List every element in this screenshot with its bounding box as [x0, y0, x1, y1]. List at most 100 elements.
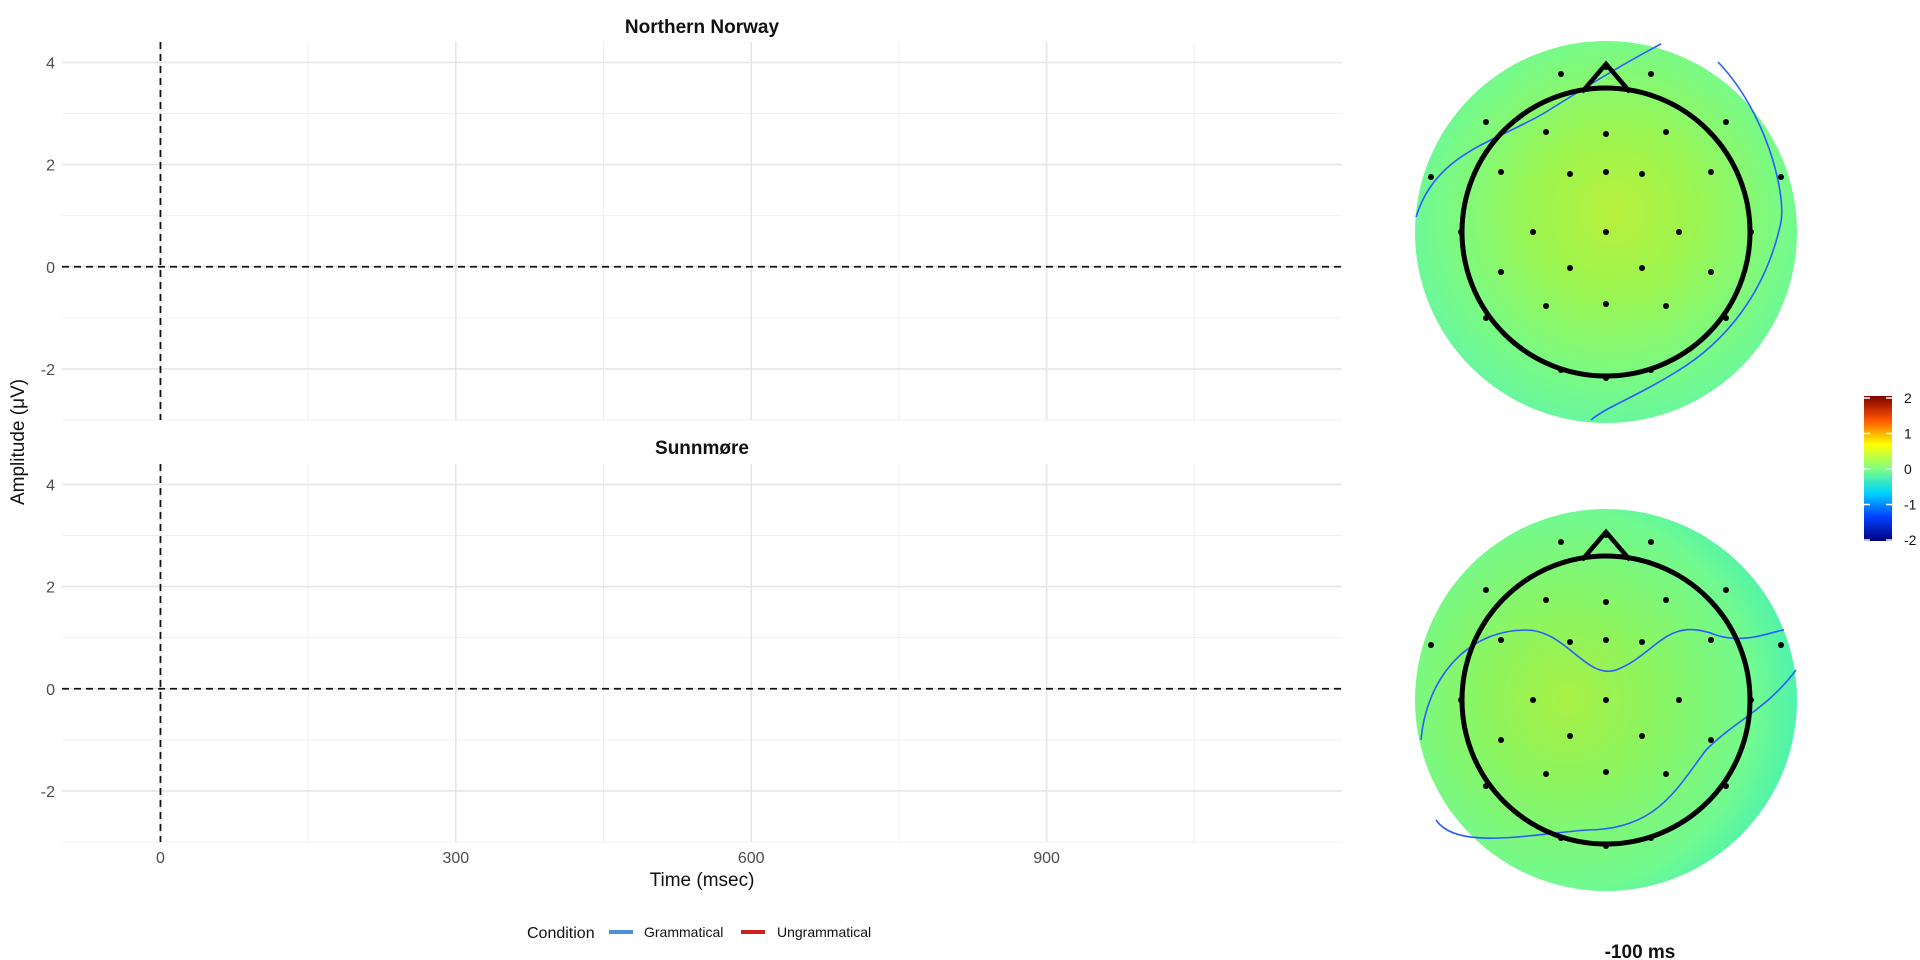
x-tick-labels: 0 300 600 900: [156, 850, 1060, 867]
colorbar: 2 1 0 -1 -2: [1864, 390, 1917, 548]
panel-title: Sunnmøre: [655, 438, 749, 459]
electrode-dot: [1530, 697, 1536, 703]
electrode-dot: [1603, 375, 1609, 381]
legend-label-grammatical: Grammatical: [644, 924, 723, 940]
electrode-dot: [1648, 71, 1654, 77]
y-tick-labels: -2 0 2 4: [41, 477, 55, 800]
contour-line: [1415, 43, 1662, 218]
panel-grid: [62, 42, 1342, 421]
contour-line: [1590, 61, 1783, 421]
y-tick-label: 0: [46, 682, 55, 699]
electrode-dot: [1663, 771, 1669, 777]
electrode-dot: [1648, 367, 1654, 373]
topomap-northern-norway: [1415, 41, 1797, 423]
panel-grid: [62, 464, 1342, 843]
colorbar-tick-label: -1: [1904, 497, 1917, 513]
electrode-dot: [1639, 171, 1645, 177]
electrode-dot: [1648, 835, 1654, 841]
electrode-dot: [1708, 737, 1714, 743]
contour-line: [1420, 628, 1785, 741]
legend-title: Condition: [527, 925, 595, 942]
electrode-dot: [1530, 229, 1536, 235]
electrode-dot: [1603, 131, 1609, 137]
electrode-dot: [1708, 269, 1714, 275]
x-tick-label: 0: [156, 850, 165, 867]
x-tick-label: 300: [442, 850, 469, 867]
y-tick-label: 2: [46, 158, 55, 175]
electrode-dot: [1676, 697, 1682, 703]
panel-title: Northern Norway: [625, 17, 780, 38]
electrode-dot: [1708, 169, 1714, 175]
electrode-dot: [1639, 265, 1645, 271]
electrode-dot: [1663, 597, 1669, 603]
electrode-dot: [1498, 637, 1504, 643]
electrode-dot: [1498, 737, 1504, 743]
electrode-dot: [1483, 587, 1489, 593]
electrode-dot: [1458, 229, 1464, 235]
electrode-dot: [1603, 697, 1609, 703]
electrode-dot: [1498, 169, 1504, 175]
electrode-dot: [1558, 71, 1564, 77]
electrode-dot: [1543, 597, 1549, 603]
x-tick-label: 900: [1033, 850, 1060, 867]
electrode-dot: [1603, 64, 1609, 70]
electrode-dot: [1603, 301, 1609, 307]
electrode-dot: [1483, 315, 1489, 321]
electrode-dot: [1567, 171, 1573, 177]
electrode-dot: [1483, 119, 1489, 125]
electrode-dot: [1558, 539, 1564, 545]
electrode-dot: [1567, 265, 1573, 271]
electrode-dot: [1543, 129, 1549, 135]
y-tick-label: 2: [46, 580, 55, 597]
electrode-dot: [1483, 783, 1489, 789]
electrode-dot: [1723, 119, 1729, 125]
electrode-dot: [1428, 642, 1434, 648]
panel-sunnmore: Sunnmøre -2 0 2 4: [41, 438, 1342, 843]
y-tick-label: -2: [41, 362, 55, 379]
electrode-dot: [1748, 229, 1754, 235]
colorbar-tick-label: 2: [1904, 390, 1912, 406]
electrode-dot: [1648, 539, 1654, 545]
electrode-dot: [1603, 769, 1609, 775]
electrode-dot: [1676, 229, 1682, 235]
electrode-dot: [1603, 532, 1609, 538]
electrode-dot: [1663, 303, 1669, 309]
electrode-dot: [1723, 783, 1729, 789]
electrode-dot: [1558, 367, 1564, 373]
electrode-dot: [1603, 599, 1609, 605]
y-axis-title: Amplitude (μV): [8, 379, 29, 505]
y-tick-label: 4: [46, 477, 55, 494]
y-tick-label: 4: [46, 55, 55, 72]
electrode-dot: [1748, 697, 1754, 703]
electrode-dot: [1708, 637, 1714, 643]
electrode-dot: [1723, 315, 1729, 321]
colorbar-tick-label: 1: [1904, 426, 1912, 442]
electrode-dot: [1778, 174, 1784, 180]
electrode-dot: [1603, 843, 1609, 849]
electrode-dot: [1603, 169, 1609, 175]
y-tick-label: -2: [41, 784, 55, 801]
panel-northern-norway: Northern Norway -2 0 2 4: [41, 17, 1342, 421]
y-tick-label: 0: [46, 260, 55, 277]
electrode-dot: [1428, 174, 1434, 180]
electrode-dot: [1663, 129, 1669, 135]
electrode-dot: [1778, 642, 1784, 648]
legend-label-ungrammatical: Ungrammatical: [777, 924, 871, 940]
topomap-sunnmore: [1415, 509, 1797, 891]
electrode-dot: [1603, 229, 1609, 235]
electrode-dot: [1567, 733, 1573, 739]
electrode-dot: [1543, 771, 1549, 777]
electrode-dot: [1567, 639, 1573, 645]
electrode-dot: [1543, 303, 1549, 309]
electrode-dot: [1558, 835, 1564, 841]
electrode-dot: [1498, 269, 1504, 275]
electrode-dot: [1603, 637, 1609, 643]
y-tick-labels: -2 0 2 4: [41, 55, 55, 378]
electrode-dot: [1639, 639, 1645, 645]
legend: Condition Grammatical Ungrammatical: [527, 924, 871, 942]
colorbar-ticks: 2 1 0 -1 -2: [1864, 390, 1917, 548]
x-tick-label: 600: [738, 850, 765, 867]
x-axis-title: Time (msec): [650, 870, 755, 891]
electrode-dot: [1723, 587, 1729, 593]
